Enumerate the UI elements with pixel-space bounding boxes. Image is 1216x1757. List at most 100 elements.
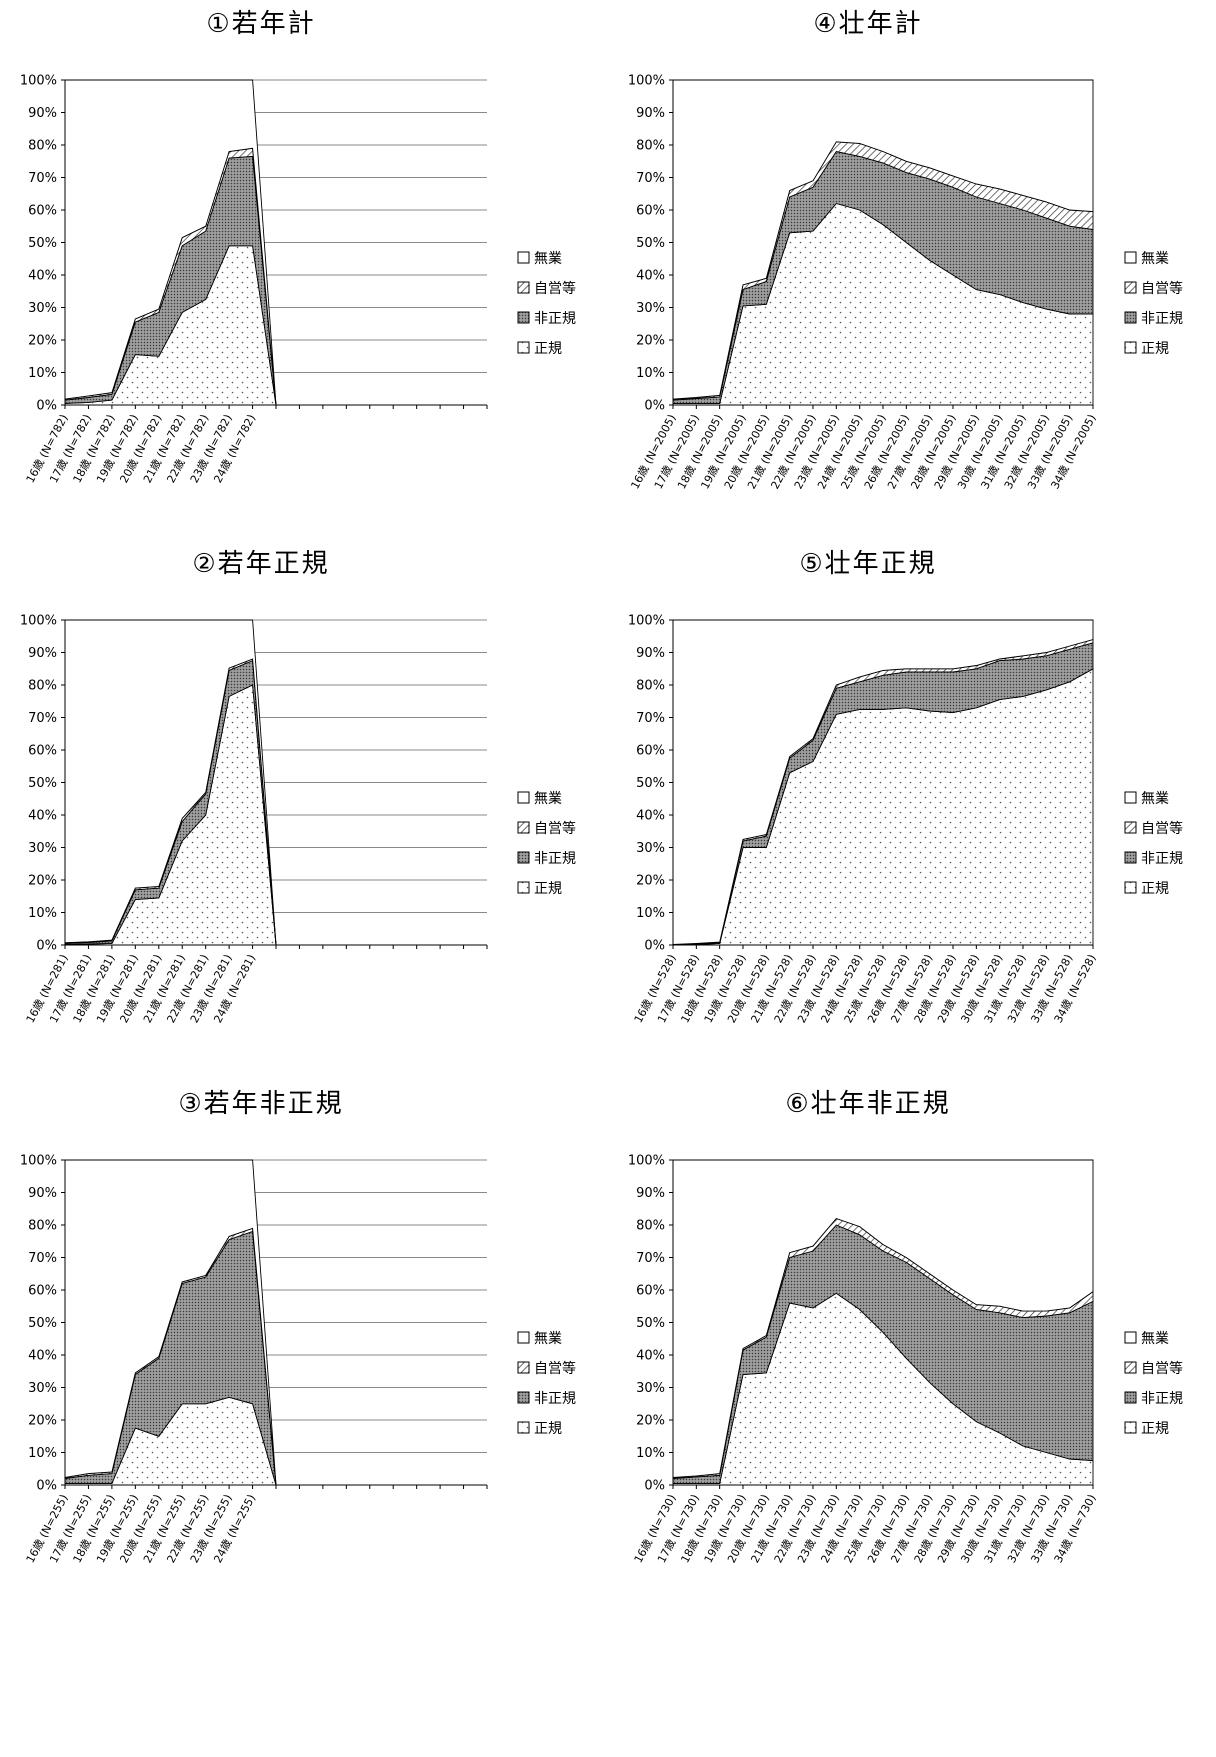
legend-jieito-label: 自営等 <box>1141 820 1183 837</box>
chart-svg: ②若年正規0%10%20%30%40%50%60%70%80%90%100%16… <box>20 549 576 1025</box>
legend-hiseiki-label: 非正規 <box>1141 851 1183 867</box>
y-tick-label: 60% <box>636 744 665 759</box>
y-tick-label: 100% <box>628 614 665 629</box>
legend-mugyo-label: 無業 <box>1141 1331 1169 1347</box>
legend-mugyo-label: 無業 <box>1141 251 1169 267</box>
y-tick-label: 0% <box>36 1479 57 1494</box>
y-tick-label: 50% <box>636 236 665 251</box>
legend-seiki-label: 正規 <box>534 881 562 897</box>
y-tick-label: 90% <box>28 1186 57 1201</box>
chart-panel-young-total: ①若年計 0% 10% 20% 30% 40% 50% 60% 70% 80% 90% 100% 16歳… <box>0 0 608 600</box>
chart-svg: ⑤壮年正規0%10%20%30%40%50%60%70%80%90%100%16… <box>628 549 1183 1025</box>
y-tick-label: 40% <box>28 1349 57 1364</box>
y-tick-label: 80% <box>636 679 665 694</box>
y-tick-label: 50% <box>28 776 57 791</box>
chart-panel-young-nonregular: ③若年非正規 0% 10% 20% 30% 40% 50% 60% 70% 80% 90% 100% 1… <box>0 1080 608 1680</box>
y-tick-label: 70% <box>636 1251 665 1266</box>
y-tick-label: 30% <box>28 301 57 316</box>
y-tick-label: 20% <box>28 1414 57 1429</box>
y-tick-label: 20% <box>636 874 665 889</box>
chart-panel-prime-total: ④壮年計 0% 10% 20% 30% 40% 50% 60% 70% 80% 90% 100% 16歳… <box>608 0 1216 600</box>
y-tick-label: 100% <box>20 614 57 629</box>
y-tick-label: 80% <box>636 1219 665 1234</box>
legend-jieito-label: 自営等 <box>1141 1360 1183 1377</box>
legend-seiki-swatch <box>1124 881 1137 894</box>
legend-jieito-label: 自営等 <box>534 820 576 837</box>
y-tick-label: 100% <box>628 1154 665 1169</box>
area-mugyo <box>64 1159 277 1486</box>
legend-hiseiki-swatch <box>1124 311 1137 324</box>
legend-hiseiki-swatch <box>517 851 530 864</box>
chart-svg: ③若年非正規0%10%20%30%40%50%60%70%80%90%100%1… <box>20 1089 576 1565</box>
y-tick-label: 60% <box>28 1284 57 1299</box>
y-tick-label: 70% <box>636 171 665 186</box>
legend-jieito-swatch <box>1124 1361 1137 1374</box>
y-tick-label: 0% <box>644 1479 665 1494</box>
legend-mugyo-label: 無業 <box>534 791 562 807</box>
y-tick-label: 60% <box>28 204 57 219</box>
legend-jieito-swatch <box>1124 281 1137 294</box>
legend-hiseiki-label: 非正規 <box>1141 1391 1183 1407</box>
y-tick-label: 10% <box>28 906 57 921</box>
legend-seiki-label: 正規 <box>1141 341 1169 357</box>
chart-svg: ④壮年計0%10%20%30%40%50%60%70%80%90%100%16歳… <box>628 9 1183 491</box>
y-tick-label: 40% <box>636 1349 665 1364</box>
legend-hiseiki-label: 非正規 <box>534 851 576 867</box>
legend-hiseiki-label: 非正規 <box>534 311 576 327</box>
y-tick-label: 80% <box>28 1219 57 1234</box>
y-tick-label: 80% <box>28 139 57 154</box>
y-tick-label: 40% <box>28 269 57 284</box>
legend-seiki-swatch <box>517 881 530 894</box>
legend-mugyo-swatch <box>517 1331 530 1344</box>
y-tick-label: 10% <box>636 1446 665 1461</box>
legend-seiki-swatch <box>1124 1421 1137 1434</box>
y-tick-label: 30% <box>636 301 665 316</box>
legend-jieito-swatch <box>517 821 530 834</box>
y-tick-label: 90% <box>28 106 57 121</box>
y-tick-label: 20% <box>28 874 57 889</box>
chart-panel-prime-regular: ⑤壮年正規 0% 10% 20% 30% 40% 50% 60% 70% 80% 90% 100% 16… <box>608 540 1216 1140</box>
y-tick-label: 90% <box>28 646 57 661</box>
area-mugyo <box>672 619 1094 945</box>
legend-mugyo-swatch <box>517 791 530 804</box>
legend-seiki-label: 正規 <box>534 1421 562 1437</box>
chart-svg: ①若年計0%10%20%30%40%50%60%70%80%90%100%16歳… <box>20 9 576 485</box>
chart-title: ①若年計 <box>206 9 315 39</box>
y-tick-label: 30% <box>28 1381 57 1396</box>
y-tick-label: 0% <box>644 399 665 414</box>
y-tick-label: 60% <box>28 744 57 759</box>
y-tick-label: 60% <box>636 204 665 219</box>
y-tick-label: 40% <box>636 809 665 824</box>
legend-seiki-swatch <box>1124 341 1137 354</box>
legend-mugyo-label: 無業 <box>1141 791 1169 807</box>
chart-panel-young-regular: ②若年正規 0% 10% 20% 30% 40% 50% 60% 70% 80% 90% 100% 16… <box>0 540 608 1140</box>
y-tick-label: 0% <box>36 399 57 414</box>
chart-title: ③若年非正規 <box>178 1089 343 1119</box>
y-tick-label: 30% <box>636 841 665 856</box>
legend-mugyo-swatch <box>517 251 530 264</box>
y-tick-label: 80% <box>28 679 57 694</box>
legend-seiki-swatch <box>517 341 530 354</box>
y-tick-label: 50% <box>28 1316 57 1331</box>
legend-jieito-label: 自営等 <box>534 280 576 297</box>
y-tick-label: 40% <box>636 269 665 284</box>
y-tick-label: 100% <box>20 1154 57 1169</box>
y-tick-label: 90% <box>636 646 665 661</box>
y-tick-label: 100% <box>628 74 665 89</box>
legend-hiseiki-label: 非正規 <box>1141 311 1183 327</box>
chart-title: ⑥壮年非正規 <box>785 1089 950 1119</box>
y-tick-label: 0% <box>36 939 57 954</box>
legend-hiseiki-label: 非正規 <box>534 1391 576 1407</box>
area-mugyo <box>672 79 1094 400</box>
y-tick-label: 30% <box>28 841 57 856</box>
y-tick-label: 100% <box>20 74 57 89</box>
legend-seiki-label: 正規 <box>534 341 562 357</box>
y-tick-label: 0% <box>644 939 665 954</box>
y-tick-label: 30% <box>636 1381 665 1396</box>
legend-mugyo-swatch <box>1124 791 1137 804</box>
y-tick-label: 50% <box>636 776 665 791</box>
area-mugyo <box>672 1159 1094 1478</box>
legend-mugyo-label: 無業 <box>534 251 562 267</box>
y-tick-label: 70% <box>28 711 57 726</box>
y-tick-label: 70% <box>636 711 665 726</box>
